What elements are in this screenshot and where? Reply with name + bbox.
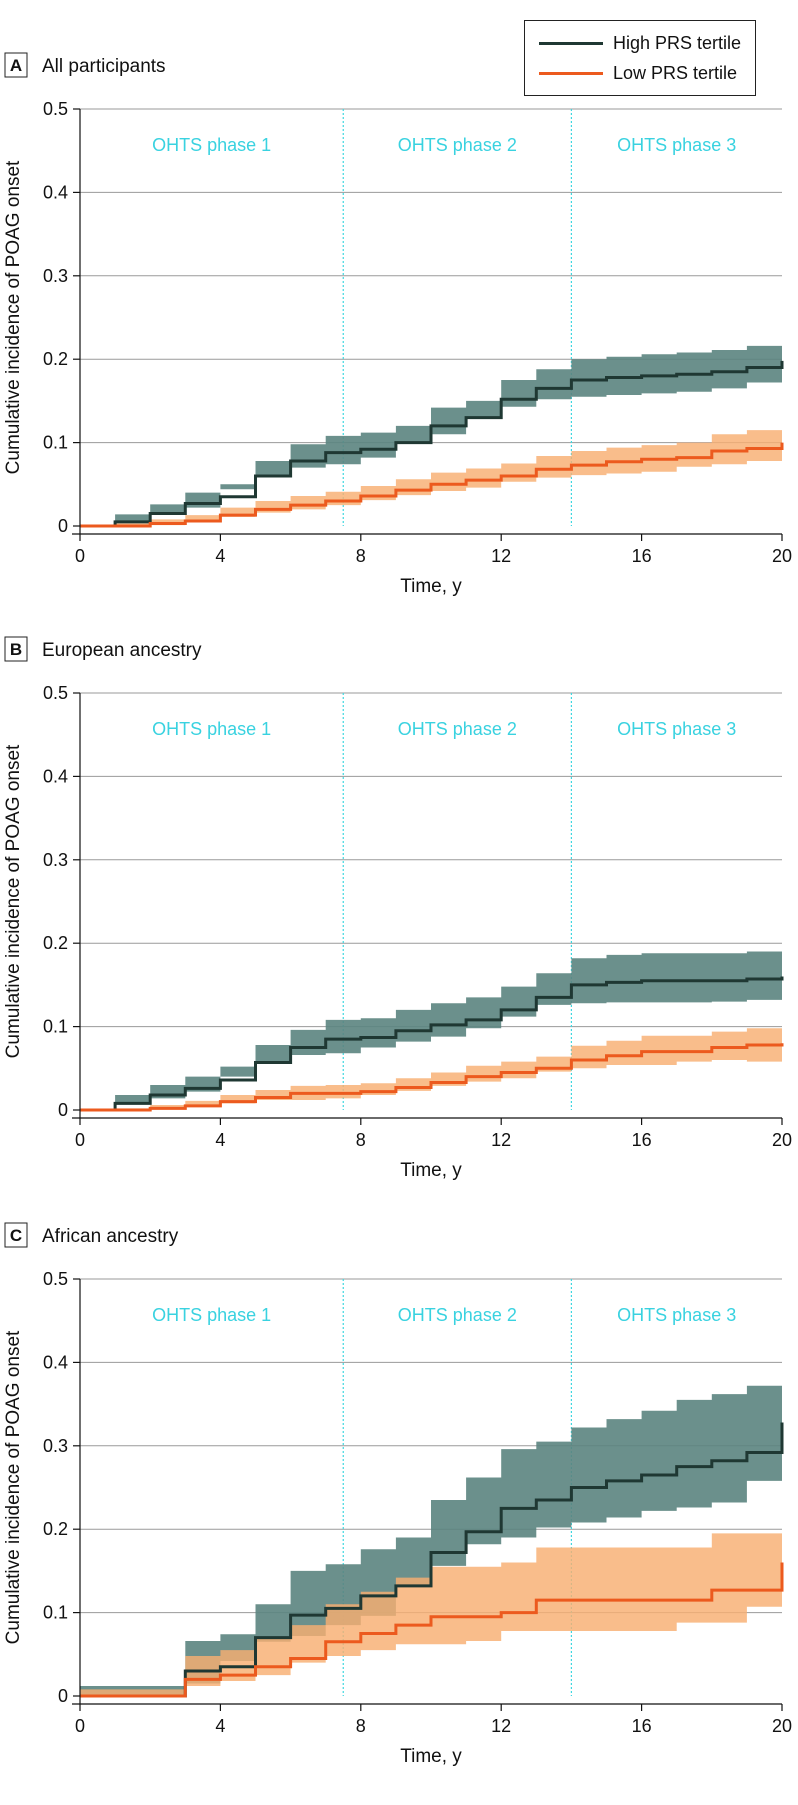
x-tick-label: 0 [75,1716,85,1736]
x-tick-label: 16 [632,1716,652,1736]
panel-a: A All participants OHTS phase 1 OHTS phase … [3,52,792,597]
legend-item-low: Low PRS tertile [539,61,737,85]
y-tick-label: 0 [58,1686,68,1706]
phase-label: OHTS phase 1 [152,135,271,155]
x-tick-label: 8 [356,1716,366,1736]
legend-swatch-high [539,41,603,45]
x-axis-label: Time, y [400,1746,462,1767]
y-tick-label: 0.1 [43,1017,68,1037]
phase-label: OHTS phase 1 [152,719,271,739]
phase-label: OHTS phase 3 [617,719,736,739]
phase-label: OHTS phase 3 [617,135,736,155]
low-prs-line [80,442,784,528]
x-tick-label: 4 [215,546,225,566]
panel-letter: C [10,1226,22,1245]
y-tick-label: 0.2 [43,933,68,953]
y-tick-label: 0.1 [43,433,68,453]
y-tick-label: 0.4 [43,182,68,202]
y-tick-label: 0.3 [43,266,68,286]
y-tick-label: 0.3 [43,850,68,870]
low-prs-line [80,1562,784,1698]
panel-b: B European ancestry OHTS phase 1 OHTS phase… [3,636,792,1181]
y-tick-label: 0.4 [43,1352,68,1372]
x-tick-label: 12 [491,546,511,566]
x-tick-label: 20 [772,1716,792,1736]
phase-label: OHTS phase 2 [398,135,517,155]
y-axis-label: Cumulative incidence of POAG onset [3,1330,24,1644]
panel-letter-box [4,52,28,78]
x-axis-label: Time, y [400,576,462,597]
panel-title: African ancestry [42,1226,179,1247]
y-tick-label: 0.2 [43,349,68,369]
phase-label: OHTS phase 3 [617,1305,736,1325]
phase-label: OHTS phase 1 [152,1305,271,1325]
y-tick-label: 0.4 [43,766,68,786]
panel-title: European ancestry [42,640,202,661]
y-tick-label: 0.5 [43,683,68,703]
phase-label: OHTS phase 2 [398,1305,517,1325]
legend-label-high: High PRS tertile [613,32,742,53]
y-tick-label: 0 [58,516,68,536]
y-tick-label: 0.1 [43,1603,68,1623]
high-prs-line [80,360,784,528]
phase-label: OHTS phase 2 [398,719,517,739]
y-tick-label: 0.3 [43,1436,68,1456]
legend-label-low: Low PRS tertile [613,62,738,83]
x-tick-label: 16 [632,546,652,566]
low-prs-line [80,1043,784,1112]
low-ci-band [80,1019,782,1110]
x-tick-label: 4 [215,1716,225,1736]
x-tick-label: 8 [356,1130,366,1150]
panel-c: C African ancestry OHTS phase 1 OHTS phase … [3,1222,792,1767]
panel-letter-box [4,636,28,662]
y-tick-label: 0.5 [43,99,68,119]
y-tick-label: 0 [58,1100,68,1120]
x-tick-label: 20 [772,1130,792,1150]
high-ci-band [80,1349,782,1696]
x-tick-label: 0 [75,546,85,566]
panel-title: All participants [42,56,166,77]
x-tick-label: 20 [772,546,792,566]
y-tick-label: 0.5 [43,1269,68,1289]
x-tick-label: 16 [632,1130,652,1150]
legend-item-high: High PRS tertile [539,31,741,55]
legend-swatch-low [539,71,603,75]
y-tick-label: 0.2 [43,1519,68,1539]
x-tick-label: 12 [491,1716,511,1736]
x-axis-label: Time, y [400,1160,462,1181]
high-prs-line [80,1422,784,1698]
x-tick-label: 12 [491,1130,511,1150]
y-axis-label: Cumulative incidence of POAG onset [3,744,24,1058]
panel-letter: B [10,640,22,659]
legend: High PRS tertile Low PRS tertile [524,20,756,96]
panel-letter-box [4,1222,28,1248]
y-axis-label: Cumulative incidence of POAG onset [3,160,24,474]
low-ci-band [80,419,782,526]
panel-letter: A [10,56,22,75]
x-tick-label: 4 [215,1130,225,1150]
x-tick-label: 0 [75,1130,85,1150]
x-tick-label: 8 [356,546,366,566]
high-prs-line [80,976,784,1112]
